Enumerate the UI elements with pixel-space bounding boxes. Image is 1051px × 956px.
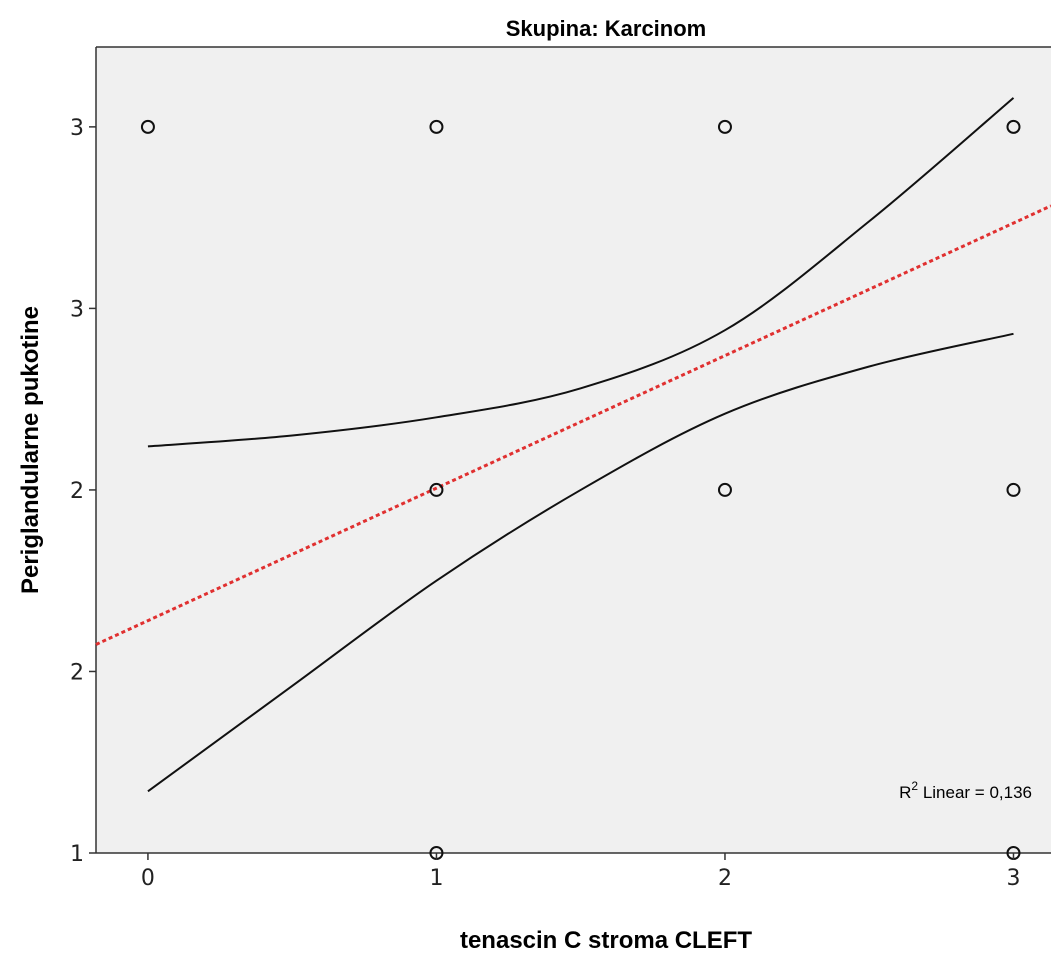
r2-prefix: R xyxy=(899,783,911,802)
y-axis-label: Periglandularne pukotine xyxy=(17,306,44,594)
data-point xyxy=(140,119,155,134)
r2-superscript: 2 xyxy=(911,779,918,793)
y-axis-ticks: 1 2 2 3 3 xyxy=(70,116,96,867)
y-tick-label: 1 xyxy=(70,842,84,867)
x-tick-label: 3 xyxy=(1006,866,1020,891)
chart-title: Skupina: Karcinom xyxy=(506,16,706,41)
r-squared-annotation: R2 Linear = 0,136 xyxy=(899,779,1032,802)
fit-line xyxy=(95,204,1051,646)
data-point xyxy=(717,119,732,134)
y-tick-label: 2 xyxy=(70,660,84,685)
data-point xyxy=(429,119,444,134)
ci-upper-line xyxy=(147,97,1015,448)
plot-area xyxy=(96,47,1051,853)
ci-lower-line xyxy=(147,332,1014,793)
x-tick-label: 2 xyxy=(718,866,732,891)
x-tick-label: 1 xyxy=(429,866,443,891)
data-point xyxy=(1006,482,1021,497)
x-axis-label: tenascin C stroma CLEFT xyxy=(460,927,752,954)
x-tick-label: 0 xyxy=(141,866,155,891)
data-point xyxy=(717,482,732,497)
fit-line-layer xyxy=(95,204,1051,646)
y-tick-label: 2 xyxy=(70,479,84,504)
data-point xyxy=(1006,119,1021,134)
confidence-band xyxy=(147,97,1015,793)
y-tick-label: 3 xyxy=(70,297,84,322)
x-axis-ticks: 0 1 2 3 xyxy=(141,853,1020,891)
y-tick-label: 3 xyxy=(70,116,84,141)
r2-suffix: Linear = 0,136 xyxy=(918,783,1032,802)
data-point xyxy=(429,482,444,497)
